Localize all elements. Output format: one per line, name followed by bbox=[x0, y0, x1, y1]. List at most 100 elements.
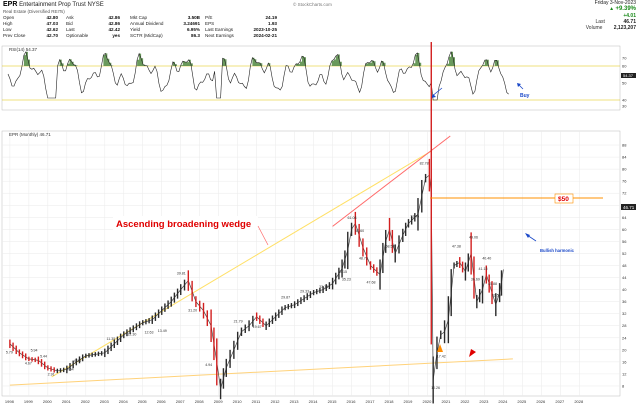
candle-bar bbox=[388, 217, 391, 241]
candle-bar bbox=[18, 349, 21, 357]
candle-bar bbox=[432, 356, 434, 404]
candle-bar bbox=[341, 259, 343, 278]
candle-bar bbox=[379, 259, 381, 290]
candle-bar bbox=[62, 367, 65, 373]
candle-bar bbox=[94, 352, 97, 357]
quote-header: EPR Entertainment Prop Trust NYSE Real E… bbox=[0, 0, 640, 46]
rsi-label: RSI(14) 54.37 bbox=[9, 47, 38, 52]
brand-logo: © StockCharts.com bbox=[293, 2, 332, 7]
candle-bar bbox=[453, 262, 455, 269]
price-annotation: 61.08 bbox=[348, 216, 357, 220]
candle-bar bbox=[164, 303, 166, 312]
rsi-tick-label: 60 bbox=[622, 64, 627, 69]
candle-bar bbox=[100, 351, 103, 356]
x-tick-label: 2006 bbox=[157, 399, 167, 404]
quote-col-2: Ask 42.86 Bid 42.86 Last 42.42 Optionable yes bbox=[66, 15, 120, 39]
quote-label: SCTR (MidCap) bbox=[130, 33, 163, 38]
x-tick-label: 2015 bbox=[328, 399, 338, 404]
candle-bar bbox=[129, 327, 131, 335]
price-annotation: 5.94 bbox=[31, 348, 38, 352]
target-label: $50 bbox=[558, 196, 569, 203]
candle-bar bbox=[213, 327, 215, 361]
candle-bar bbox=[428, 158, 431, 192]
company-name: Entertainment Prop Trust bbox=[19, 2, 86, 8]
y-tick-label: 16 bbox=[622, 359, 627, 364]
candle-bar bbox=[167, 300, 169, 309]
y-tick-label: 56 bbox=[622, 239, 627, 244]
candle-bar bbox=[491, 281, 493, 305]
candle-bar bbox=[199, 300, 201, 312]
candle-bar bbox=[316, 288, 318, 295]
candle-bar bbox=[331, 277, 334, 290]
price-annotation: 29.33 bbox=[300, 290, 309, 294]
candle-bar bbox=[78, 356, 81, 364]
price-annotation: 21.79 bbox=[234, 320, 243, 324]
candle-bar bbox=[210, 309, 212, 343]
candle-bar bbox=[66, 365, 68, 374]
quote-row: EPS 1.93 bbox=[205, 21, 277, 27]
candle-bar bbox=[176, 288, 179, 299]
price-annotation: 4.67 bbox=[25, 361, 32, 365]
x-tick-label: 2018 bbox=[385, 399, 395, 404]
price-annotation: 29.87 bbox=[281, 296, 290, 300]
candle-bar bbox=[366, 247, 368, 266]
candle-bar bbox=[385, 229, 387, 253]
quote-row: Prev Close 42.70 bbox=[3, 33, 58, 39]
summary-value: 2,123,207 bbox=[613, 25, 636, 32]
candle-bar bbox=[271, 315, 274, 324]
candle-bar bbox=[369, 261, 372, 270]
candle-bar bbox=[15, 345, 17, 355]
candle-bar bbox=[142, 320, 144, 326]
candle-bar bbox=[59, 368, 62, 373]
candle-bar bbox=[372, 264, 375, 273]
quote-row: Last 42.42 bbox=[66, 27, 120, 33]
sector: Real Estate (Diversified REITs) bbox=[3, 9, 65, 14]
price-annotation: 82.78 bbox=[420, 162, 429, 166]
price-annotation: 4.54 bbox=[67, 367, 74, 371]
price-annotation: 33.73 bbox=[319, 285, 328, 289]
quote-value: 42.80 bbox=[46, 15, 59, 20]
quote-value: yes bbox=[112, 33, 120, 38]
candle-bar bbox=[306, 293, 308, 301]
candle-bar bbox=[274, 312, 277, 321]
price-tag: 46.71 bbox=[623, 205, 635, 210]
candle-bar bbox=[265, 321, 267, 330]
price-annotation: 11.35 bbox=[106, 337, 115, 341]
x-tick-label: 2012 bbox=[271, 399, 281, 404]
y-tick-label: 48 bbox=[622, 263, 627, 268]
candle-bar bbox=[382, 242, 384, 274]
summary-row: Volume 2,123,207 bbox=[586, 25, 636, 31]
x-tick-label: 2022 bbox=[460, 399, 470, 404]
quote-label: Next Earnings bbox=[205, 33, 234, 38]
x-tick-label: 2010 bbox=[233, 399, 243, 404]
candle-bar bbox=[252, 315, 254, 327]
price-annotation: 68.58 bbox=[386, 244, 395, 248]
quote-value: 42.42 bbox=[108, 27, 121, 32]
price-annotation: 12.30 bbox=[127, 332, 136, 336]
candle-bar bbox=[154, 312, 157, 321]
x-tick-label: 2014 bbox=[309, 399, 319, 404]
price-annotation: 12.63 bbox=[144, 330, 153, 334]
candle-bar bbox=[104, 348, 106, 358]
quote-label: Last Earnings bbox=[205, 27, 234, 32]
candle-bar bbox=[21, 351, 24, 359]
candle-bar bbox=[28, 356, 30, 362]
summary-label: Last bbox=[595, 18, 605, 25]
price-annotation: 36.69 bbox=[471, 278, 480, 282]
quote-value: 6.95% bbox=[186, 27, 200, 32]
price-annotation: 45.88 bbox=[488, 282, 497, 286]
bullish-arrow-icon bbox=[525, 233, 530, 238]
quote-label: High bbox=[3, 21, 13, 26]
x-tick-label: 2007 bbox=[176, 399, 186, 404]
price-tag-bg bbox=[621, 204, 636, 210]
candle-bar bbox=[414, 213, 416, 222]
x-tick-label: 2005 bbox=[138, 399, 148, 404]
candle-bar bbox=[91, 352, 93, 358]
rsi-tick-label: 40 bbox=[622, 98, 627, 103]
y-tick-label: 72 bbox=[622, 191, 627, 196]
ticker-line: EPR Entertainment Prop Trust NYSE bbox=[3, 1, 104, 8]
quote-value: 42.70 bbox=[46, 33, 59, 38]
price-annotation: 2.91 bbox=[48, 372, 55, 376]
quote-row: Yield 6.95% bbox=[130, 27, 200, 33]
